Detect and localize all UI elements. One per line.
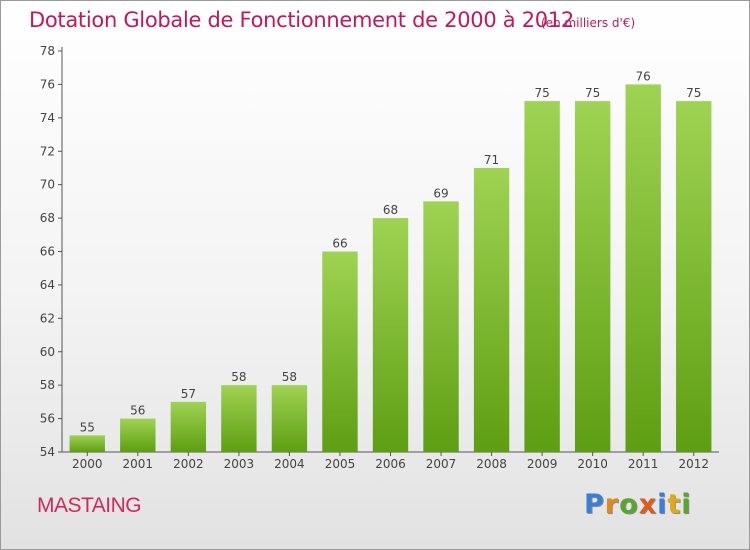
logo-letter: o: [619, 489, 639, 520]
bars: [69, 84, 712, 453]
bar-2005: [322, 251, 358, 452]
y-tick-label: 60: [40, 345, 55, 359]
bar-2006: [372, 218, 409, 452]
logo-letter: i: [657, 489, 668, 520]
x-tick-label: 2012: [678, 457, 709, 471]
y-tick-label: 76: [40, 77, 55, 91]
y-tick-label: 72: [40, 144, 55, 158]
y-tick-label: 68: [40, 211, 55, 225]
bar-2007: [423, 201, 459, 452]
bar-2011: [625, 84, 661, 453]
x-tick-label: 2004: [274, 457, 305, 471]
x-tick-label: 2007: [426, 457, 457, 471]
logo-letter: P: [584, 489, 605, 520]
bar-2009: [524, 101, 560, 452]
data-label-2010: 75: [585, 86, 600, 100]
bar-2004: [271, 385, 308, 452]
y-tick-label: 56: [40, 412, 55, 426]
chart-unit: (en milliers d'€): [541, 16, 636, 30]
data-label-2003: 58: [231, 370, 246, 384]
data-label-2009: 75: [534, 86, 549, 100]
x-tick-label: 2010: [577, 457, 608, 471]
data-label-2008: 71: [484, 153, 499, 167]
commune-name: MASTAING: [37, 494, 142, 517]
data-label-2001: 56: [130, 404, 145, 418]
y-tick-label: 58: [40, 378, 55, 392]
data-label-2012: 75: [686, 86, 701, 100]
data-label-2000: 55: [80, 420, 95, 434]
y-tick-label: 62: [40, 311, 55, 325]
data-label-2007: 69: [433, 186, 448, 200]
x-tick-label: 2005: [325, 457, 356, 471]
x-tick-label: 2008: [476, 457, 507, 471]
y-tick-label: 70: [40, 178, 55, 192]
proxiti-logo: Proxiti: [584, 489, 692, 520]
data-label-2011: 76: [636, 69, 651, 83]
bar-2002: [170, 401, 207, 452]
y-tick-label: 74: [40, 111, 55, 125]
chart-title: Dotation Globale de Fonctionnement de 20…: [29, 8, 574, 32]
bar-2012: [676, 101, 712, 452]
logo-letter: t: [667, 489, 682, 520]
logo-letter: r: [604, 489, 620, 520]
data-label-2002: 57: [181, 387, 196, 401]
data-label-2005: 66: [332, 237, 347, 251]
logo-letter: x: [638, 489, 658, 520]
bar-2000: [69, 435, 105, 452]
data-label-2004: 58: [282, 370, 297, 384]
y-tick-label: 54: [40, 445, 55, 459]
axes: 54 56 58 60 62 64 66 68 70 72 74 76 78 2000 2001 2002 20…: [40, 44, 719, 471]
bar-2001: [120, 418, 156, 452]
x-tick-label: 2001: [123, 457, 154, 471]
data-labels: 55 56 57 58 58 66 68 69 71 75 75 76 75: [80, 69, 702, 434]
bar-2003: [221, 385, 257, 452]
logo-letter: i: [681, 489, 692, 520]
data-label-2006: 68: [383, 203, 398, 217]
bar-2010: [574, 101, 611, 452]
y-tick-label: 78: [40, 44, 55, 58]
y-tick-label: 64: [40, 278, 55, 292]
x-tick-label: 2006: [375, 457, 406, 471]
x-tick-label: 2003: [224, 457, 255, 471]
bar-2008: [473, 167, 510, 453]
y-tick-label: 66: [40, 245, 55, 259]
x-tick-label: 2011: [628, 457, 659, 471]
x-tick-label: 2002: [173, 457, 204, 471]
x-tick-label: 2009: [527, 457, 558, 471]
x-tick-label: 2000: [72, 457, 103, 471]
